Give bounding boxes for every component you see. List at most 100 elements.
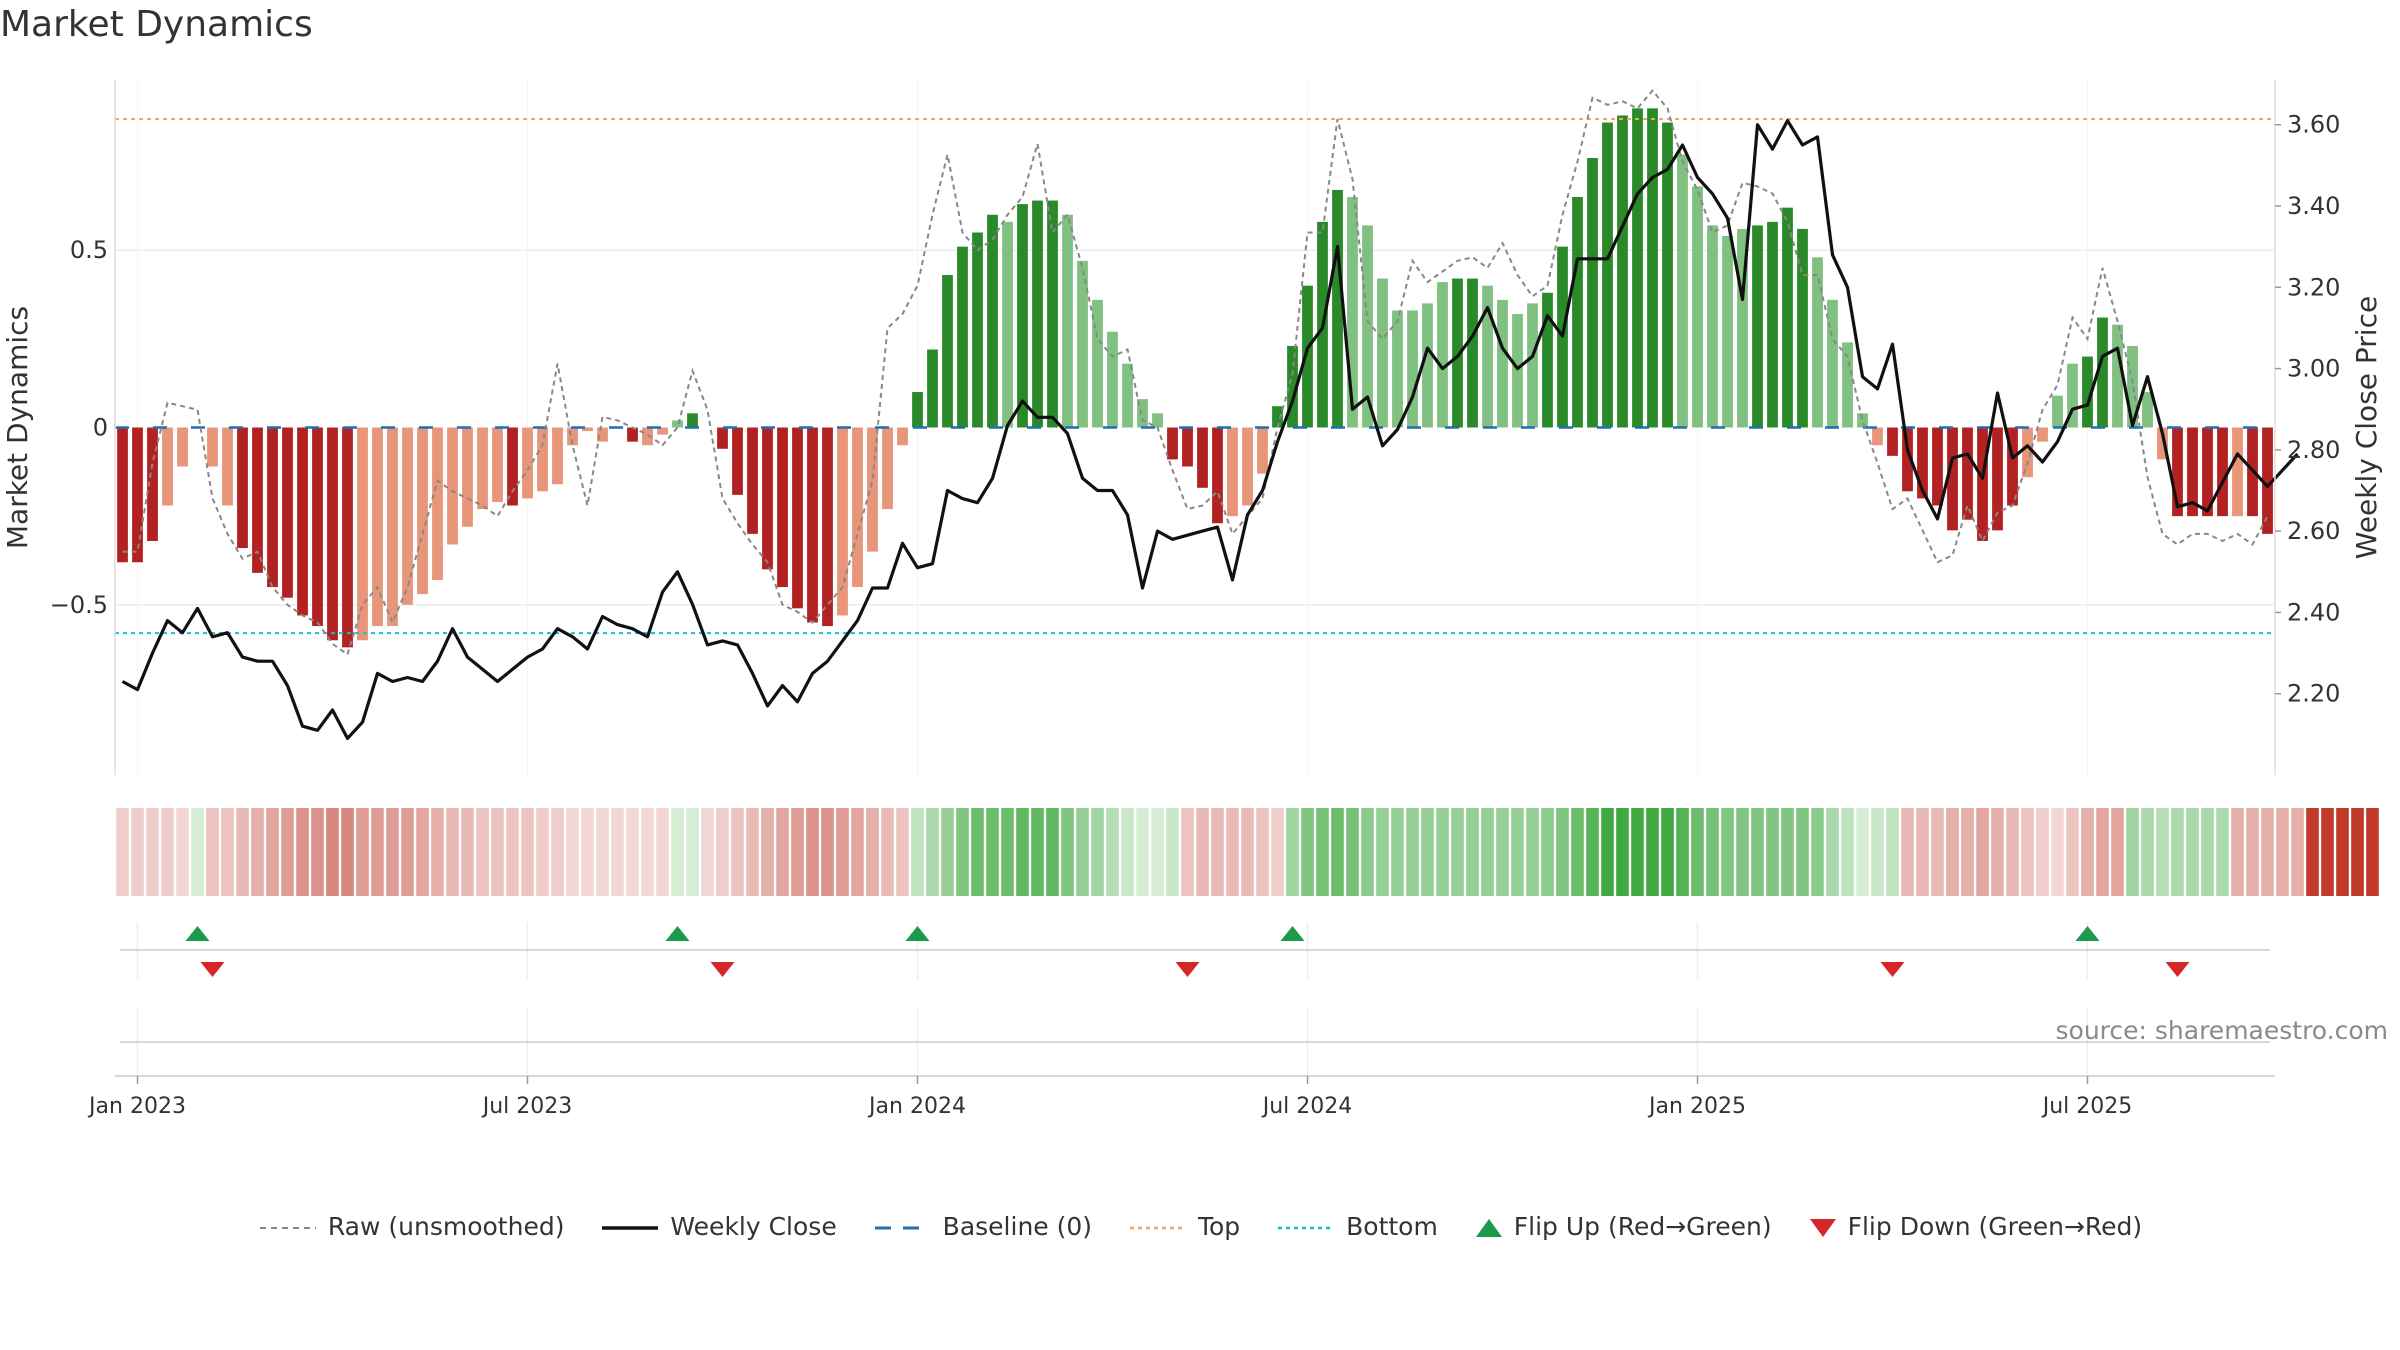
bar	[1857, 413, 1868, 428]
bar	[477, 427, 488, 510]
strip-cell	[1661, 808, 1674, 896]
strip-cell	[221, 808, 234, 896]
strip-cell	[1586, 808, 1599, 896]
chart-canvas: 0.5 0 −0.5 3.60 3.40 3.20 3.00 2.80 2.60 2.40 2.20…	[1, 80, 2383, 1119]
bar	[552, 427, 563, 485]
flip-markers	[120, 922, 2270, 980]
strip-cell	[2066, 808, 2079, 896]
strip-cell	[1076, 808, 1089, 896]
y-tick-label: 0	[93, 414, 108, 442]
strip-cell	[1016, 808, 1029, 896]
strip-cell	[911, 808, 924, 896]
strip-cell	[581, 808, 594, 896]
strip-cell	[1976, 808, 1989, 896]
bar	[867, 427, 878, 552]
bar	[237, 427, 248, 549]
legend-label-close: Weekly Close	[670, 1211, 837, 1241]
y2-tick-label: 3.60	[2287, 111, 2340, 139]
legend-item-baseline: Baseline (0)	[873, 1212, 1092, 1241]
strip-cell	[176, 808, 189, 896]
strip-cell	[2006, 808, 2019, 896]
bottom-panel: Jan 2023 Jul 2023 Jan 2024 Jul 2024 Jan 2025…	[87, 1008, 2275, 1119]
strip-cell	[341, 808, 354, 896]
bar	[2097, 317, 2108, 428]
strip-cell	[926, 808, 939, 896]
bar	[1692, 186, 1703, 428]
bar	[492, 427, 503, 502]
bar	[1002, 221, 1013, 428]
strip-cell	[251, 808, 264, 896]
bar	[1482, 285, 1493, 428]
strip-cell	[746, 808, 759, 896]
strip-cell	[986, 808, 999, 896]
x-tick-label: Jan 2024	[867, 1094, 966, 1119]
bar	[852, 427, 863, 588]
bar	[1887, 427, 1898, 456]
bar	[387, 427, 398, 627]
bar	[567, 427, 578, 446]
bar	[462, 427, 473, 527]
strip-cell	[1106, 808, 1119, 896]
bar	[672, 420, 683, 428]
strip-cell	[1811, 808, 1824, 896]
strip-cell	[311, 808, 324, 896]
bar	[1842, 342, 1853, 428]
strip-cell	[1091, 808, 1104, 896]
bar	[147, 427, 158, 541]
strip-cell	[461, 808, 474, 896]
bar	[1662, 122, 1673, 428]
bar	[2127, 345, 2138, 428]
bar	[342, 427, 353, 648]
bar	[1572, 197, 1583, 428]
strip-cell	[191, 808, 204, 896]
axes-group: 0.5 0 −0.5 3.60 3.40 3.20 3.00 2.80 2.60 2.40 2.20…	[1, 80, 2383, 775]
strip-cell	[1421, 808, 1434, 896]
strip-cell	[731, 808, 744, 896]
strip-cell	[326, 808, 339, 896]
bar	[1767, 221, 1778, 428]
bar	[207, 427, 218, 467]
strip-cell	[1481, 808, 1494, 896]
strip-cell	[2141, 808, 2154, 896]
strip-cell	[2171, 808, 2184, 896]
strip-cell	[1211, 808, 1224, 896]
bar	[2082, 356, 2093, 428]
strip-cell	[2081, 808, 2094, 896]
bar	[1812, 257, 1823, 428]
strip-cell	[1286, 808, 1299, 896]
strip-cell	[776, 808, 789, 896]
bar	[1542, 292, 1553, 428]
strip-cell	[1856, 808, 1869, 896]
x-tick-label: Jul 2024	[1261, 1094, 1353, 1119]
strip-cell	[1991, 808, 2004, 896]
strip-cell	[446, 808, 459, 896]
y2-tick-label: 2.80	[2287, 436, 2340, 464]
bar	[1107, 331, 1118, 428]
bar	[2262, 427, 2273, 534]
strip-cell	[1271, 808, 1284, 896]
strip-cell	[266, 808, 279, 896]
strip-cell	[1406, 808, 1419, 896]
bar	[1527, 303, 1538, 428]
strip-cell	[2276, 808, 2289, 896]
source-note: source: sharemaestro.com	[2055, 1016, 2389, 1045]
legend-item-bottom: Bottom	[1276, 1212, 1438, 1241]
strip-cell	[1331, 808, 1344, 896]
strip-cell	[161, 808, 174, 896]
strip-cell	[1781, 808, 1794, 896]
strip-cell	[281, 808, 294, 896]
bar	[402, 427, 413, 605]
bar	[822, 427, 833, 627]
bar	[2172, 427, 2183, 517]
bar	[222, 427, 233, 506]
bar	[2022, 427, 2033, 478]
flip-up-marker	[1280, 926, 1305, 941]
bar	[1152, 413, 1163, 428]
bar	[132, 427, 143, 563]
bar	[597, 427, 608, 442]
legend-swatch-bottom	[1278, 1226, 1335, 1229]
bar	[1197, 427, 1208, 488]
strip-cell	[851, 808, 864, 896]
raw-series-line	[122, 89, 2269, 657]
strip-cell	[1916, 808, 1929, 896]
